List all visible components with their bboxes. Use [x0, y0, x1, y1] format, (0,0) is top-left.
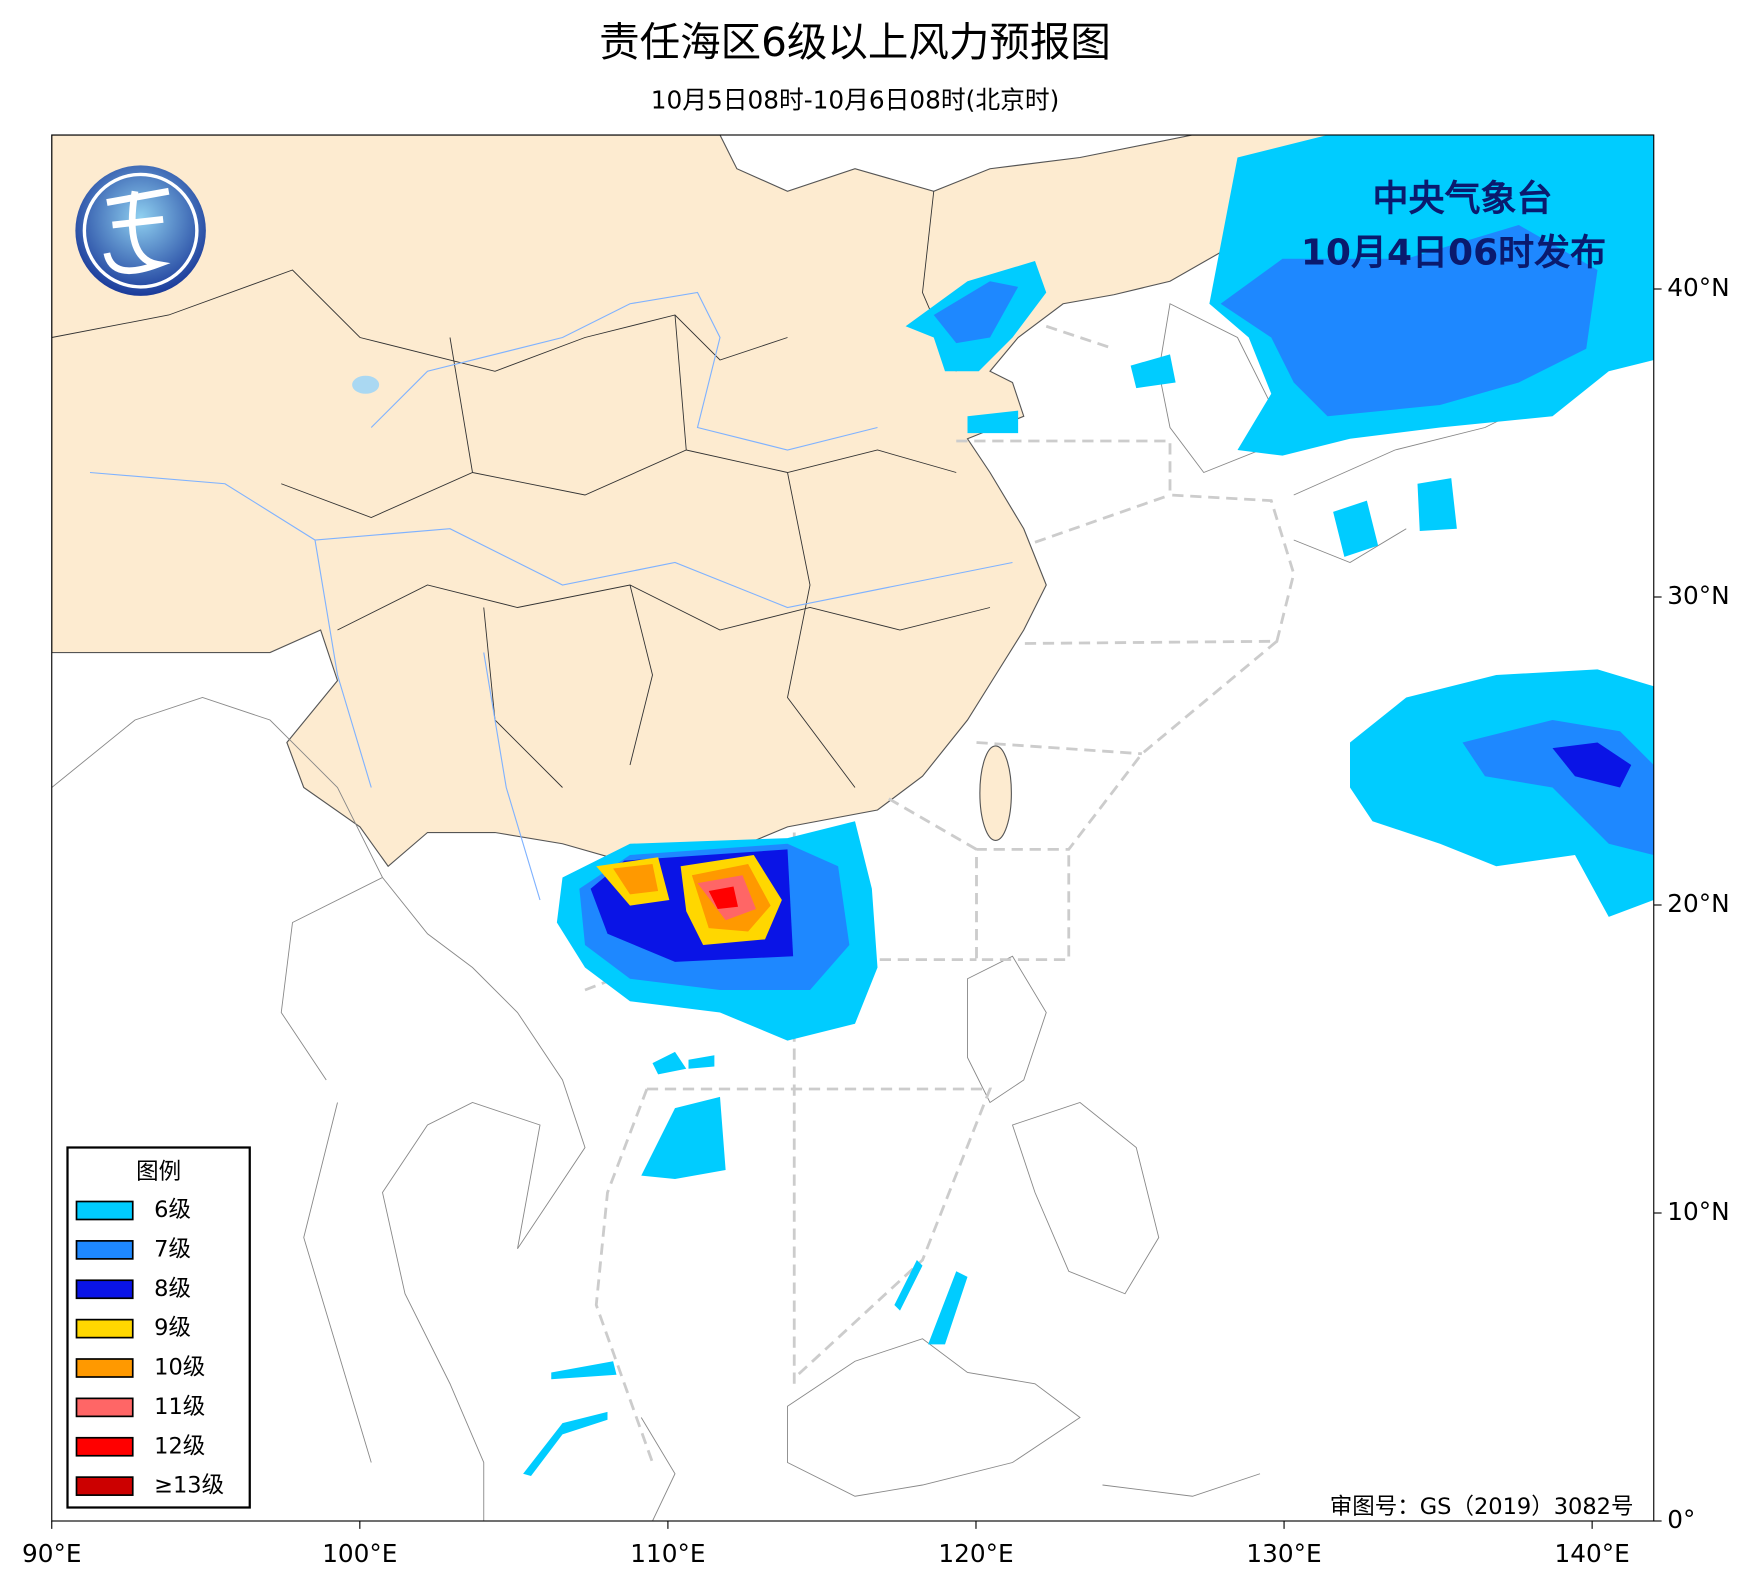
title: 责任海区6级以上风力预报图 [599, 18, 1111, 66]
wind-area [1552, 742, 1632, 788]
legend-label: 12级 [154, 1433, 205, 1459]
legend-label: 6级 [154, 1197, 191, 1223]
y-tick-label: 30°N [1667, 581, 1729, 610]
axes: 90°E 100°E 110°E 120°E 130°E 140°E 0° 10°N 20°N 3… [22, 273, 1730, 1568]
legend-label: 7级 [154, 1236, 191, 1262]
y-tick-label: 0° [1667, 1505, 1695, 1534]
x-tick-label: 140°E [1555, 1539, 1630, 1568]
legend-title: 图例 [136, 1159, 181, 1185]
x-tick-label: 130°E [1246, 1539, 1321, 1568]
subtitle: 10月5日08时-10月6日08时(北京时) [651, 85, 1059, 114]
legend-label: 11级 [154, 1394, 205, 1420]
issuer: 中央气象台 [1372, 178, 1552, 219]
legend-swatch [75, 1358, 134, 1378]
map [51, 135, 1654, 1521]
legend-label: 10级 [154, 1355, 205, 1381]
x-tick-label: 90°E [22, 1539, 82, 1568]
x-tick-label: 110°E [630, 1539, 705, 1568]
y-tick-label: 20°N [1667, 889, 1729, 918]
legend-swatch [75, 1240, 134, 1260]
approval-number: 审图号：GS（2019）3082号 [1330, 1494, 1634, 1520]
legend-swatch [75, 1200, 134, 1221]
issue-time: 10月4日06时发布 [1301, 232, 1606, 273]
legend-label: ≥13级 [154, 1473, 224, 1499]
logo [75, 165, 206, 296]
x-tick-label: 100°E [322, 1539, 397, 1568]
legend-swatch [75, 1279, 134, 1300]
map-frame [51, 134, 1655, 1522]
wind-area [1220, 225, 1598, 417]
legend-swatch [75, 1476, 134, 1496]
legend: 图例 6级 7级 8级 9级 10级 11级 12级 ≥13级 [66, 1146, 251, 1509]
legend-swatch [75, 1397, 134, 1418]
wind-areas [523, 135, 1654, 1476]
y-tick-label: 10°N [1667, 1197, 1729, 1226]
legend-swatch [75, 1318, 134, 1339]
y-tick-label: 40°N [1667, 273, 1729, 302]
wind-area [933, 281, 1019, 344]
legend-label: 9级 [154, 1315, 191, 1341]
legend-swatch [75, 1436, 134, 1457]
wind-area [708, 886, 738, 909]
legend-label: 8级 [154, 1276, 191, 1302]
x-tick-label: 120°E [938, 1539, 1013, 1568]
